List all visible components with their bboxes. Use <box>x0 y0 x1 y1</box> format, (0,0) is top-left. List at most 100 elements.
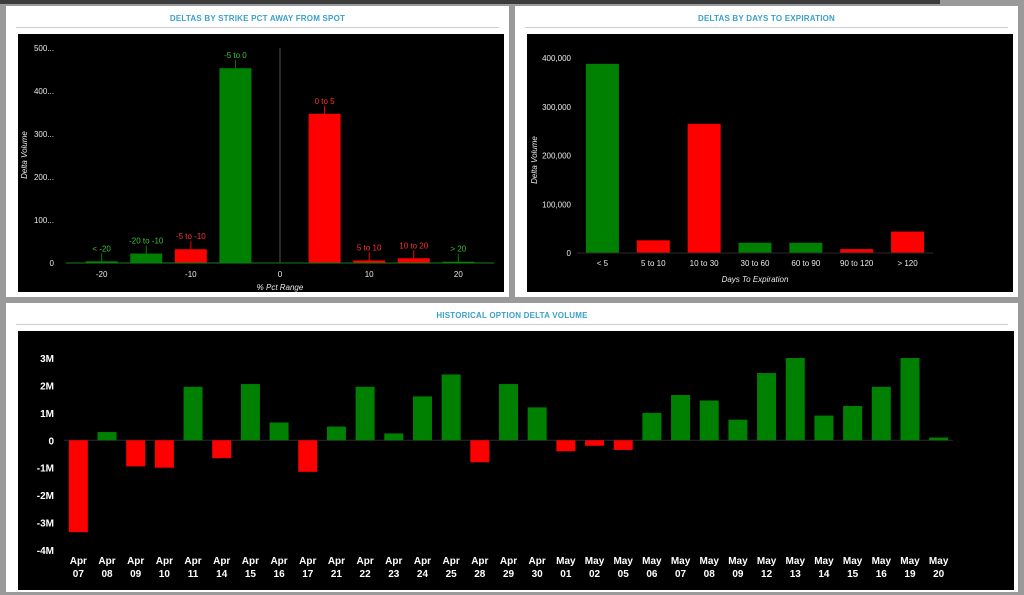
data-label: -5 to 0 <box>224 51 247 60</box>
bar <box>891 231 925 253</box>
y-axis-title: Delta Volume <box>530 136 539 184</box>
x-tick-day: 20 <box>933 569 945 580</box>
x-tick-month: Apr <box>328 556 345 567</box>
y-axis-title: Delta Volume <box>20 131 29 179</box>
window-top-edge <box>0 0 940 4</box>
data-label: -5 to -10 <box>176 232 206 241</box>
x-tick-month: Apr <box>471 556 488 567</box>
y-tick-label: 0 <box>48 436 54 447</box>
x-tick-day: 14 <box>818 569 830 580</box>
bar <box>929 437 949 441</box>
days-expiration-chart-svg: 0 100,000 200,000 300,000 400,000 < 5 5 to 10 1… <box>530 54 933 284</box>
bar <box>728 419 748 441</box>
bar <box>699 400 719 441</box>
x-tick-month: May <box>900 556 920 567</box>
bar <box>470 440 490 463</box>
bar <box>687 123 721 253</box>
x-axis-title: % Pct Range <box>257 283 304 292</box>
bar <box>154 440 174 468</box>
title-divider <box>16 324 1008 325</box>
y-tick-label: 400... <box>34 87 54 96</box>
bar <box>384 433 404 441</box>
bar <box>789 242 823 253</box>
bar <box>843 406 863 441</box>
x-tick-month: May <box>786 556 806 567</box>
bar <box>126 440 146 467</box>
bar <box>353 260 386 263</box>
bar <box>527 407 547 441</box>
x-tick-day: 28 <box>474 569 486 580</box>
x-tick-label: > 120 <box>897 259 918 268</box>
bar <box>613 440 633 450</box>
x-tick-day: 09 <box>130 569 142 580</box>
data-label: 5 to 10 <box>357 243 382 252</box>
x-tick-label: 0 <box>278 270 283 279</box>
x-tick-day: 05 <box>618 569 630 580</box>
x-tick-label: 5 to 10 <box>641 259 666 268</box>
x-tick-label: -10 <box>185 270 197 279</box>
strike-pct-panel: DELTAS BY STRIKE PCT AWAY FROM SPOT 0 100… <box>6 6 509 297</box>
x-tick-day: 24 <box>417 569 429 580</box>
x-tick-label: 90 to 120 <box>840 259 874 268</box>
y-tick-label: -1M <box>37 464 54 475</box>
x-tick-month: Apr <box>242 556 259 567</box>
x-tick-day: 06 <box>646 569 658 580</box>
y-tick-label: 400,000 <box>542 54 571 63</box>
x-tick-day: 16 <box>876 569 888 580</box>
x-tick-month: May <box>814 556 834 567</box>
x-tick-month: May <box>613 556 633 567</box>
x-tick-month: May <box>843 556 863 567</box>
x-tick-day: 08 <box>101 569 113 580</box>
x-tick-month: May <box>872 556 892 567</box>
x-tick-month: May <box>556 556 576 567</box>
bar <box>174 249 207 263</box>
y-tick-label: 500... <box>34 44 54 53</box>
x-tick-label: 20 <box>454 270 463 279</box>
bar <box>441 374 461 441</box>
bar <box>642 412 662 441</box>
strike-pct-title: DELTAS BY STRIKE PCT AWAY FROM SPOT <box>169 14 346 23</box>
x-tick-month: Apr <box>299 556 316 567</box>
historical-delta-panel: HISTORICAL OPTION DELTA VOLUME -4M -3M -2M… <box>6 303 1018 592</box>
x-tick-month: Apr <box>70 556 87 567</box>
y-tick-label: 1M <box>40 409 54 420</box>
x-tick-day: 23 <box>388 569 400 580</box>
bar <box>219 68 252 264</box>
x-tick-day: 07 <box>73 569 85 580</box>
x-tick-day: 14 <box>216 569 228 580</box>
bar <box>269 422 289 441</box>
bar <box>900 358 920 441</box>
bar <box>97 432 117 441</box>
y-tick-label: 3M <box>40 354 54 365</box>
bar <box>871 386 891 441</box>
x-tick-month: Apr <box>529 556 546 567</box>
y-tick-label: 200,000 <box>542 152 571 161</box>
x-tick-label: 30 to 60 <box>741 259 770 268</box>
bar <box>738 242 772 253</box>
x-tick-month: Apr <box>127 556 144 567</box>
data-label: -20 to -10 <box>129 237 164 246</box>
days-expiration-title: DELTAS BY DAYS TO EXPIRATION <box>697 14 836 23</box>
x-tick-month: Apr <box>356 556 373 567</box>
x-tick-day: 19 <box>904 569 916 580</box>
x-tick-day: 15 <box>847 569 859 580</box>
x-axis-title: Days To Expiration <box>722 275 789 284</box>
bar <box>397 258 430 263</box>
data-label: > 20 <box>450 245 466 254</box>
x-tick-day: 07 <box>675 569 687 580</box>
bar <box>814 415 834 441</box>
bar <box>355 386 375 441</box>
x-tick-month: Apr <box>270 556 287 567</box>
days-expiration-panel: DELTAS BY DAYS TO EXPIRATION 0 100,000 200… <box>515 6 1018 297</box>
y-tick-label: -4M <box>37 546 54 557</box>
historical-delta-chart-svg: -4M -3M -2M -1M 0 1M 2M 3M Apr 07 Apr 08 Apr 09 Apr 10 A… <box>37 354 953 580</box>
x-tick-day: 29 <box>503 569 515 580</box>
y-tick-label: 0 <box>567 249 572 258</box>
x-tick-month: May <box>728 556 748 567</box>
x-tick-month: Apr <box>213 556 230 567</box>
x-tick-month: Apr <box>98 556 115 567</box>
strike-pct-chart: 0 100... 200... 300... 400... 500... < -20 -20 … <box>18 34 504 292</box>
x-tick-day: 01 <box>560 569 572 580</box>
y-tick-label: 2M <box>40 381 54 392</box>
historical-delta-title: HISTORICAL OPTION DELTA VOLUME <box>436 311 588 320</box>
